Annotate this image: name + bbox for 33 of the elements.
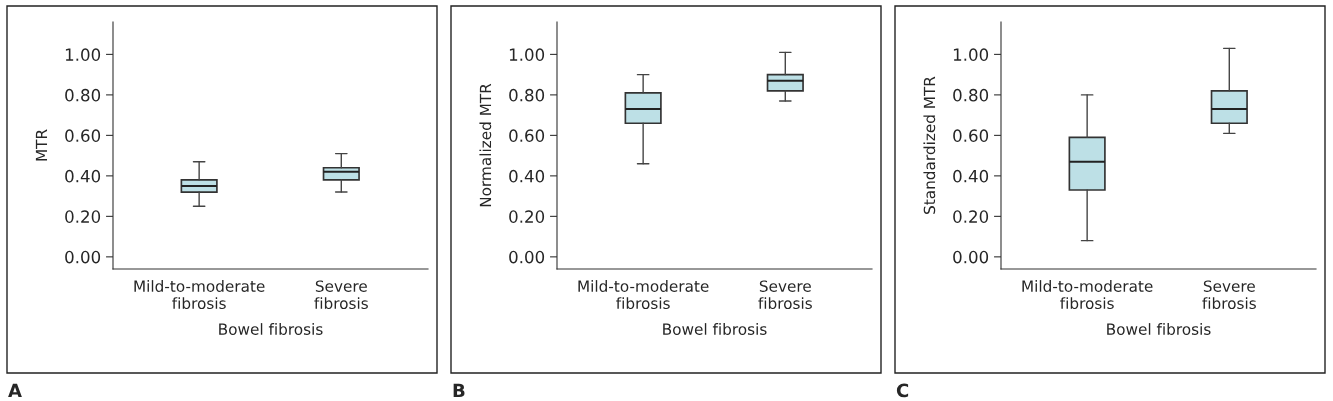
y-tick-label: 0.20 [953, 210, 989, 223]
y-axis-title: Standardized MTR [923, 76, 936, 214]
y-tick-label: 0.80 [509, 88, 545, 102]
y-tick-label: 0.60 [509, 129, 545, 142]
y-tick-label: 0.40 [65, 169, 101, 183]
y-tick-label: 0.00 [953, 250, 989, 264]
text: C [896, 383, 909, 398]
x-tick-label: Mild-to-moderate fibrosis [578, 280, 709, 310]
y-tick-label: 0.80 [953, 88, 989, 102]
y-tick-label: 0.60 [953, 129, 989, 142]
x-axis-title: Bowel fibrosis [219, 323, 323, 335]
text: B [453, 383, 465, 397]
x-axis-title: Bowel fibrosis [663, 323, 767, 335]
y-tick-label: 1.00 [509, 48, 545, 61]
y-tick-label: 0.40 [953, 169, 989, 183]
y-tick-label: 0.40 [509, 169, 545, 183]
x-tick-label: Severe fibrosis [314, 280, 368, 310]
y-tick-label: 0.20 [509, 210, 545, 223]
y-tick-label: 0.00 [65, 250, 101, 264]
x-tick-label: Severe fibrosis [758, 280, 812, 310]
y-axis-title: MTR [35, 129, 48, 161]
text: A [8, 383, 22, 397]
x-axis-title: Bowel fibrosis [1107, 323, 1211, 335]
y-tick-label: 1.00 [953, 48, 989, 61]
x-tick-label: Severe fibrosis [1202, 280, 1256, 310]
y-tick-label: 0.00 [509, 250, 545, 264]
y-tick-label: 0.60 [65, 129, 101, 142]
y-tick-label: 0.80 [65, 88, 101, 102]
x-tick-label: Mild-to-moderate fibrosis [134, 280, 265, 310]
y-tick-label: 1.00 [65, 48, 101, 61]
y-tick-label: 0.20 [65, 210, 101, 223]
y-axis-title: Normalized MTR [479, 83, 492, 207]
x-tick-label: Mild-to-moderate fibrosis [1022, 280, 1153, 310]
